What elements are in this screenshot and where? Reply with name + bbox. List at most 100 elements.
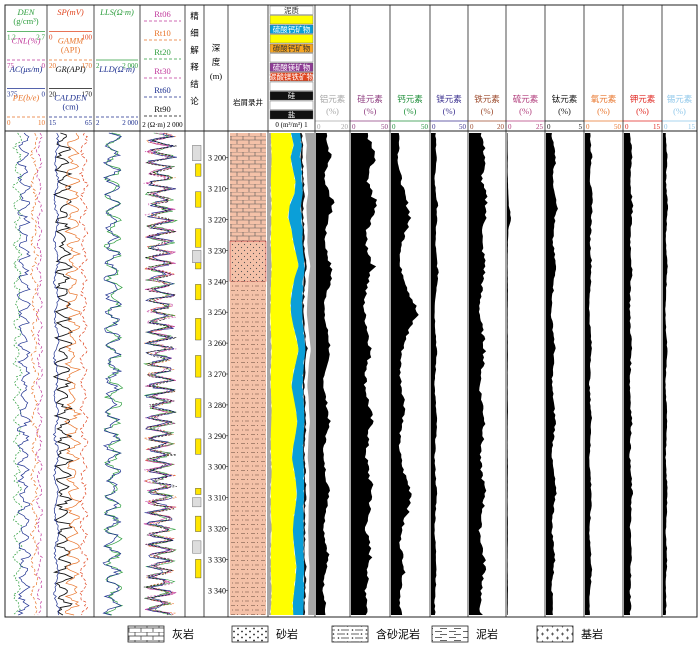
curve-max-track1-2: 0 <box>42 91 46 99</box>
lithology-sandy-mudstone-interval <box>230 281 266 615</box>
mineral-area-3 <box>300 133 308 615</box>
element-min-2: 0 <box>392 123 396 131</box>
depth-tick-label-6: 3 260 <box>208 339 226 348</box>
curve-max-track1-1: 0 <box>42 62 46 70</box>
mineral-legend-swatch-8 <box>269 81 314 91</box>
curve-lld <box>102 132 123 616</box>
interp-block-0 <box>195 163 202 177</box>
mineral-legend-swatch-6 <box>269 62 314 72</box>
depth-tick-label-9: 3 290 <box>208 432 226 441</box>
figure-frame <box>4 4 698 618</box>
depth-tick-label-7: 3 270 <box>208 370 226 379</box>
depth-tick-label-8: 3 280 <box>208 401 226 410</box>
element-min-1: 0 <box>352 123 356 131</box>
element-max-1: 50 <box>381 123 389 131</box>
curve-min-track1-2: 375 <box>7 91 18 99</box>
element-max-7: 50 <box>614 123 622 131</box>
curve-lls <box>103 132 124 616</box>
curve-rt-4 <box>144 132 177 616</box>
element-curve-0 <box>316 133 335 615</box>
mineral-legend-swatch-4 <box>269 43 314 53</box>
mineral-legend-label-9: 硅 <box>288 90 296 100</box>
element-name-2: 钙元素 <box>397 94 423 104</box>
curve-name-track2-3: CALDEN <box>54 93 88 103</box>
legend-swatch-mudstone <box>431 625 469 643</box>
element-name-0: 铝元素 <box>320 94 346 104</box>
legend-label-basement: 基岩 <box>581 627 603 641</box>
depth-tick-label-2: 3 220 <box>208 216 226 225</box>
legend-label-sandy-mudstone: 含砂泥岩 <box>376 627 420 641</box>
curve-sp <box>78 132 89 616</box>
interp-header-char-3: 释 <box>190 62 199 72</box>
rt-label-4: Rt60 <box>154 85 171 95</box>
depth-header-0: 深 <box>212 43 221 53</box>
depth-tick-label-10: 3 300 <box>208 463 226 472</box>
mineral-legend-swatch-0 <box>269 5 314 15</box>
element-curve-5 <box>507 133 511 615</box>
interp-block-8 <box>195 438 202 455</box>
element-unit-0: (%) <box>326 106 339 116</box>
rt-label-0: Rt06 <box>154 9 171 19</box>
element-max-3: 50 <box>459 123 467 131</box>
interp-header-char-5: 论 <box>190 96 199 106</box>
legend-swatch-limestone <box>127 625 165 643</box>
rt-label-5: Rt90 <box>154 104 171 114</box>
interp-block-5 <box>195 318 202 341</box>
mineral-legend-label-2: 硫酸钙矿物 <box>273 24 311 34</box>
legend-label-mudstone: 泥岩 <box>476 627 498 641</box>
curve-rt-5 <box>143 132 177 616</box>
element-min-8: 0 <box>625 123 629 131</box>
curve-name-track3-0: LLS(Ω·m) <box>99 7 134 17</box>
mineral-legend-swatch-2 <box>269 24 314 34</box>
mineral-legend-swatch-1 <box>269 15 314 25</box>
element-name-6: 钛元素 <box>552 94 578 104</box>
mineral-area-2 <box>288 133 306 615</box>
curve-max-track2-2: 170 <box>82 91 93 99</box>
curve-min-track3-1: 2 <box>96 119 100 127</box>
curve-name-track1-1: CNL(%) <box>12 36 41 46</box>
interp-header-char-4: 结 <box>190 79 199 89</box>
interp-header-char-1: 细 <box>190 28 199 38</box>
mineral-legend-swatch-11 <box>269 110 314 120</box>
mineral-legend-swatch-7 <box>269 72 314 82</box>
rt-label-2: Rt20 <box>154 47 171 57</box>
curve-min-track3-0: 2 <box>96 62 100 70</box>
curve-unit-track2-1: (API) <box>61 45 81 55</box>
curve-min-track2-3: 15 <box>49 119 57 127</box>
depth-tick-label-13: 3 330 <box>208 555 226 564</box>
element-max-2: 50 <box>421 123 429 131</box>
interp-block-11 <box>195 559 202 579</box>
element-unit-4: (%) <box>481 106 494 116</box>
element-max-0: 20 <box>341 123 349 131</box>
curve-max-track3-1: 2 000 <box>122 119 138 127</box>
element-unit-1: (%) <box>364 106 377 116</box>
mineral-legend-label-6: 硫酸镁矿物 <box>273 62 311 72</box>
legend-swatch-sandy-mudstone <box>331 625 369 643</box>
mineral-legend-label-4: 碳酸钙矿物 <box>273 43 311 53</box>
curve-max-track1-3: 10 <box>38 119 46 127</box>
mineral-scale: 0 (m³/m³) 1 <box>275 121 308 129</box>
mineral-legend-label-0: 泥质 <box>284 5 299 15</box>
element-min-3: 0 <box>432 123 436 131</box>
curve-max-track1-0: 2.7 <box>36 34 45 42</box>
mineral-area-remainder <box>305 133 314 615</box>
element-max-9: 15 <box>688 123 696 131</box>
interp-block-6 <box>195 355 202 378</box>
depth-tick-label-5: 3 250 <box>208 308 226 317</box>
legend-label-limestone: 灰岩 <box>172 627 194 641</box>
element-unit-8: (%) <box>636 106 649 116</box>
curve-min-track1-1: 75 <box>7 62 15 70</box>
interp-block-2 <box>195 228 202 248</box>
element-max-4: 20 <box>497 123 505 131</box>
interp-block-9 <box>195 488 202 495</box>
curve-gamm <box>64 132 82 616</box>
element-unit-9: (%) <box>673 106 686 116</box>
element-name-8: 钾元素 <box>630 94 656 104</box>
element-min-4: 0 <box>470 123 474 131</box>
curve-name-track2-1: GAMM <box>58 36 84 46</box>
element-curve-8 <box>624 133 634 615</box>
curve-max-track2-0: 100 <box>82 34 93 42</box>
legend-swatch-sandstone <box>231 625 269 643</box>
element-unit-2: (%) <box>404 106 417 116</box>
